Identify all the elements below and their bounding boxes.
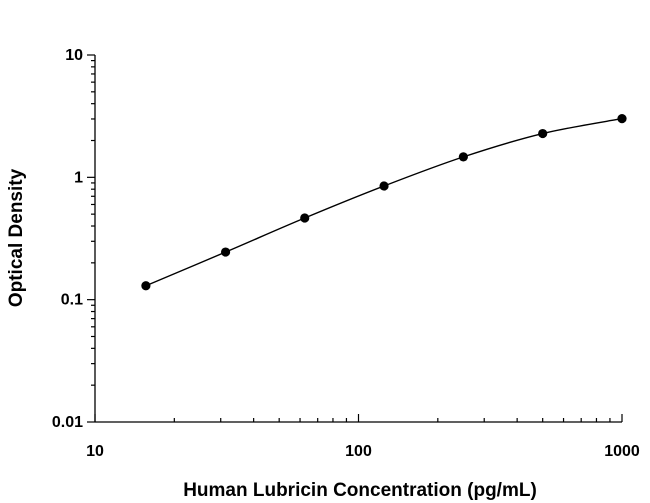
data-point [458, 152, 468, 162]
x-tick-label: 10 [86, 443, 104, 460]
x-axis-ticks: 10 100 1000 [86, 414, 640, 460]
y-tick-label: 0.01 [52, 414, 83, 431]
y-axis-title: Optical Density [6, 168, 27, 307]
fit-curve [145, 117, 623, 287]
y-tick-label: 10 [65, 47, 83, 64]
data-point [141, 281, 151, 291]
data-point [617, 114, 627, 124]
data-point [220, 247, 231, 257]
axes [94, 55, 622, 423]
fit-curve-layer [145, 117, 623, 287]
x-axis-title: Human Lubricin Concentration (pg/mL) [183, 480, 537, 501]
y-axis-ticks: 0.01 0.1 1 10 [52, 47, 95, 431]
y-tick-label: 1 [74, 169, 83, 186]
y-tick-label: 0.1 [61, 292, 83, 309]
data-point [379, 181, 389, 191]
data-point [300, 213, 310, 223]
x-tick-label: 1000 [604, 443, 640, 460]
x-tick-label: 100 [345, 443, 372, 460]
data-point [538, 128, 548, 139]
data-points [141, 114, 627, 291]
